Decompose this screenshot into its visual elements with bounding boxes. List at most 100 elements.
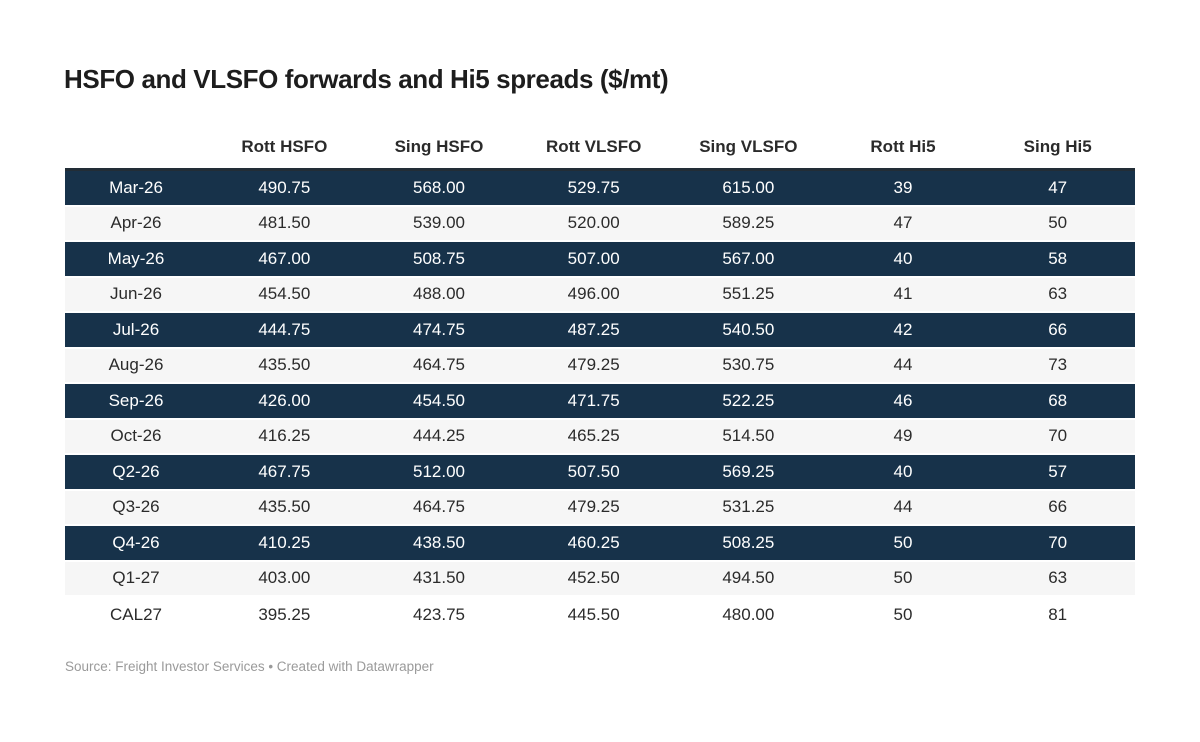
value-cell: 531.25 — [722, 497, 775, 517]
value-cell: 70 — [1048, 532, 1068, 552]
value-cell: 50 — [1048, 213, 1068, 233]
row-label-cell: Q2-26 — [112, 461, 160, 481]
row-label-cell: CAL27 — [110, 604, 162, 624]
value-cell: 480.00 — [722, 604, 775, 624]
value-cell: 431.50 — [412, 568, 465, 588]
value-cell: 508.25 — [722, 532, 775, 552]
value-cell: 416.25 — [258, 426, 311, 446]
table-row: Jul-26 444.75 474.75 487.25 540.50 42 66 — [65, 313, 1135, 349]
value-cell: 507.50 — [567, 461, 620, 481]
row-label-cell: Sep-26 — [108, 390, 164, 410]
table-row: Jun-26 454.50 488.00 496.00 551.25 41 63 — [65, 277, 1135, 313]
value-cell: 39 — [893, 177, 913, 197]
value-cell: 471.75 — [567, 390, 620, 410]
forwards-table: Rott HSFO Sing HSFO Rott VLSFO Sing VLSFO Ro… — [65, 126, 1135, 633]
value-cell: 444.25 — [412, 426, 465, 446]
row-label-cell: Mar-26 — [109, 177, 163, 197]
value-cell: 44 — [893, 497, 913, 517]
value-cell: 539.00 — [412, 213, 465, 233]
value-cell: 435.50 — [258, 355, 311, 375]
value-cell: 479.25 — [567, 497, 620, 517]
value-cell: 452.50 — [567, 568, 620, 588]
value-cell: 445.50 — [567, 604, 620, 624]
value-cell: 410.25 — [258, 532, 311, 552]
value-cell: 68 — [1048, 390, 1068, 410]
column-header: Sing VLSFO — [699, 137, 798, 156]
value-cell: 474.75 — [412, 319, 465, 339]
table-row: Oct-26 416.25 444.25 465.25 514.50 49 70 — [65, 419, 1135, 455]
row-label-cell: Q1-27 — [112, 568, 160, 588]
value-cell: 47 — [1048, 177, 1068, 197]
value-cell: 530.75 — [722, 355, 775, 375]
value-cell: 508.75 — [412, 248, 465, 268]
value-cell: 512.00 — [412, 461, 465, 481]
value-cell: 487.25 — [567, 319, 620, 339]
value-cell: 44 — [893, 355, 913, 375]
value-cell: 488.00 — [412, 284, 465, 304]
value-cell: 514.50 — [722, 426, 775, 446]
value-cell: 63 — [1048, 568, 1068, 588]
table-row: Q2-26 467.75 512.00 507.50 569.25 40 57 — [65, 455, 1135, 491]
value-cell: 42 — [893, 319, 913, 339]
table-row: Q4-26 410.25 438.50 460.25 508.25 50 70 — [65, 526, 1135, 562]
value-cell: 479.25 — [567, 355, 620, 375]
table-row: Mar-26 490.75 568.00 529.75 615.00 39 47 — [65, 171, 1135, 207]
value-cell: 58 — [1048, 248, 1068, 268]
value-cell: 615.00 — [722, 177, 775, 197]
table-row: Apr-26 481.50 539.00 520.00 589.25 47 50 — [65, 206, 1135, 242]
value-cell: 569.25 — [722, 461, 775, 481]
value-cell: 464.75 — [412, 497, 465, 517]
value-cell: 66 — [1048, 319, 1068, 339]
value-cell: 41 — [893, 284, 913, 304]
value-cell: 40 — [893, 248, 913, 268]
value-cell: 454.50 — [412, 390, 465, 410]
table-row: Q3-26 435.50 464.75 479.25 531.25 44 66 — [65, 490, 1135, 526]
value-cell: 435.50 — [258, 497, 311, 517]
row-label-cell: May-26 — [107, 248, 165, 268]
value-cell: 465.25 — [567, 426, 620, 446]
table-header-row: Rott HSFO Sing HSFO Rott VLSFO Sing VLSFO Ro… — [65, 126, 1135, 171]
table-row: CAL27 395.25 423.75 445.50 480.00 50 81 — [65, 597, 1135, 633]
value-cell: 540.50 — [722, 319, 775, 339]
value-cell: 496.00 — [567, 284, 620, 304]
table-row: May-26 467.00 508.75 507.00 567.00 40 58 — [65, 242, 1135, 278]
value-cell: 66 — [1048, 497, 1068, 517]
table-row: Sep-26 426.00 454.50 471.75 522.25 46 68 — [65, 384, 1135, 420]
value-cell: 444.75 — [258, 319, 311, 339]
column-header: Sing Hi5 — [1023, 137, 1092, 156]
value-cell: 589.25 — [722, 213, 775, 233]
value-cell: 49 — [893, 426, 913, 446]
value-cell: 403.00 — [258, 568, 311, 588]
table-body: Mar-26 490.75 568.00 529.75 615.00 39 47 Apr-26… — [65, 171, 1135, 633]
row-label-cell: Jun-26 — [110, 284, 162, 304]
value-cell: 467.75 — [258, 461, 311, 481]
value-cell: 568.00 — [412, 177, 465, 197]
value-cell: 494.50 — [722, 568, 775, 588]
row-label-cell: Oct-26 — [110, 426, 162, 446]
value-cell: 507.00 — [567, 248, 620, 268]
value-cell: 467.00 — [258, 248, 311, 268]
value-cell: 460.25 — [567, 532, 620, 552]
value-cell: 50 — [893, 568, 913, 588]
value-cell: 423.75 — [412, 604, 465, 624]
source-note: Source: Freight Investor Services • Crea… — [65, 659, 434, 674]
value-cell: 522.25 — [722, 390, 775, 410]
value-cell: 567.00 — [722, 248, 775, 268]
column-header: Rott Hi5 — [870, 137, 936, 156]
column-header: Rott HSFO — [241, 137, 328, 156]
value-cell: 40 — [893, 461, 913, 481]
value-cell: 70 — [1048, 426, 1068, 446]
table-row: Aug-26 435.50 464.75 479.25 530.75 44 73 — [65, 348, 1135, 384]
value-cell: 551.25 — [722, 284, 775, 304]
row-label-cell: Apr-26 — [110, 213, 162, 233]
value-cell: 454.50 — [258, 284, 311, 304]
value-cell: 63 — [1048, 284, 1068, 304]
column-header: Sing HSFO — [394, 137, 484, 156]
value-cell: 50 — [893, 604, 913, 624]
table-row: Q1-27 403.00 431.50 452.50 494.50 50 63 — [65, 561, 1135, 597]
value-cell: 464.75 — [412, 355, 465, 375]
value-cell: 81 — [1048, 604, 1068, 624]
row-label-cell: Aug-26 — [108, 355, 164, 375]
row-label-cell: Jul-26 — [112, 319, 160, 339]
